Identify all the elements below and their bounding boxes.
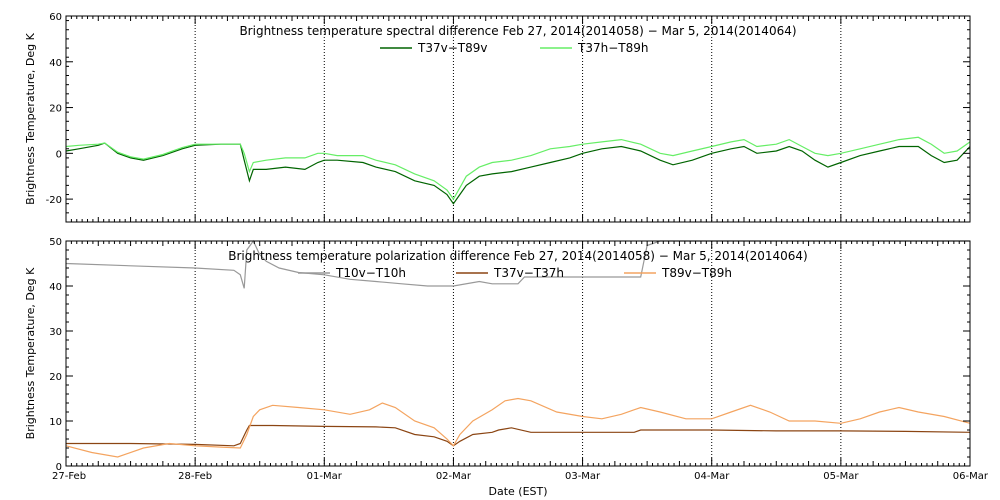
y-tick-label: 0 bbox=[56, 462, 62, 473]
x-axis-label: Date (EST) bbox=[488, 485, 547, 498]
polarization-difference-panel: 0 10 20 30 40 50 Brightness temperature polar… bbox=[24, 237, 971, 473]
y-tick-label: 0 bbox=[56, 149, 62, 160]
series-line-1 bbox=[65, 142, 971, 205]
y-tick-label: 40 bbox=[49, 282, 62, 293]
y-tick-label: 20 bbox=[49, 372, 62, 383]
y-tick-label: 20 bbox=[49, 104, 62, 115]
legend-label-1: T10v−T10h bbox=[335, 266, 406, 280]
x-tick-label: 28-Feb bbox=[178, 471, 212, 482]
legend-label-1: T37v−T89v bbox=[417, 41, 487, 55]
y-tick-label: 30 bbox=[49, 327, 62, 338]
x-axis-tick-labels: 27-Feb 28-Feb 01-Mar 02-Mar 03-Mar 04-Mar 05-M… bbox=[52, 471, 989, 482]
x-tick-label: 05-Mar bbox=[823, 471, 859, 482]
x-tick-label: 06-Mar bbox=[953, 471, 989, 482]
y-tick-label: 50 bbox=[49, 237, 62, 248]
series-line-2 bbox=[65, 136, 971, 201]
y-tick-label: 60 bbox=[49, 12, 62, 23]
spectral-plot-frame bbox=[65, 15, 971, 223]
x-tick-label: 03-Mar bbox=[565, 471, 601, 482]
polarization-chart-title: Brightness temperature polarization diff… bbox=[228, 249, 807, 263]
y-tick-label: 10 bbox=[49, 417, 62, 428]
x-tick-label: 01-Mar bbox=[307, 471, 343, 482]
x-tick-label: 02-Mar bbox=[436, 471, 472, 482]
legend-label-2: T37h−T89h bbox=[577, 41, 648, 55]
x-tick-label: 27-Feb bbox=[52, 471, 86, 482]
x-tick-label: 04-Mar bbox=[694, 471, 730, 482]
series-line-1 bbox=[65, 239, 970, 289]
y-tick-label: -20 bbox=[46, 195, 62, 206]
polarization-y-axis-label: Brightness Temperature, Deg K bbox=[24, 267, 37, 439]
legend-label-2: T37v−T37h bbox=[493, 266, 564, 280]
legend-label-3: T89v−T89h bbox=[661, 266, 732, 280]
series-line-2 bbox=[66, 424, 971, 447]
spectral-chart-title: Brightness temperature spectral differen… bbox=[239, 24, 796, 38]
series-line-3 bbox=[65, 397, 971, 458]
y-tick-label: 40 bbox=[49, 58, 62, 69]
spectral-difference-panel: -20 0 20 40 60 Brightness temperature spectr… bbox=[24, 12, 971, 223]
spectral-y-axis-label: Brightness Temperature, Deg K bbox=[24, 32, 37, 204]
